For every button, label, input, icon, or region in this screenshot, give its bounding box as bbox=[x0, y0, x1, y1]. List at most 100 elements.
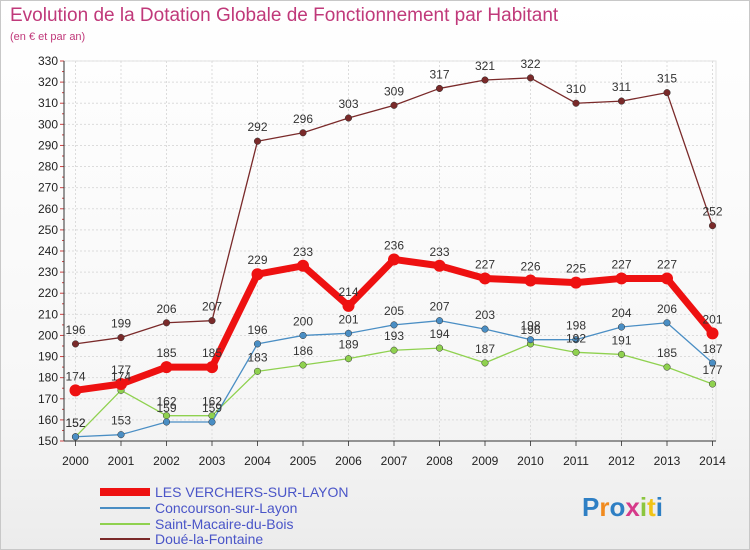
data-point-saint-macaire-du-bois bbox=[253, 367, 262, 375]
x-tick-label: 2004 bbox=[244, 454, 271, 468]
data-label-concourson-sur-layon: 198 bbox=[566, 319, 586, 333]
data-point-dou-la-fontaine bbox=[663, 89, 671, 97]
data-label-dou-la-fontaine: 322 bbox=[520, 57, 540, 71]
data-point-concourson-sur-layon bbox=[572, 336, 580, 344]
gridlines bbox=[63, 60, 717, 442]
data-point-saint-macaire-du-bois bbox=[435, 344, 444, 352]
logo-letter: o bbox=[609, 492, 625, 522]
data-point-concourson-sur-layon bbox=[71, 433, 80, 441]
data-label-concourson-sur-layon: 153 bbox=[111, 414, 131, 428]
data-label-concourson-sur-layon: 205 bbox=[384, 304, 404, 318]
x-tick-label: 2006 bbox=[335, 454, 362, 468]
data-label-dou-la-fontaine: 310 bbox=[566, 82, 586, 96]
data-point-les-verchers-sur-layon bbox=[251, 268, 264, 281]
data-point-saint-macaire-du-bois bbox=[663, 363, 671, 371]
legend-label: Doué-la-Fontaine bbox=[155, 531, 263, 547]
y-tick-label: 190 bbox=[38, 350, 58, 364]
data-label-concourson-sur-layon: 204 bbox=[611, 306, 631, 320]
data-point-concourson-sur-layon bbox=[162, 418, 171, 426]
data-label-les-verchers-sur-layon: 233 bbox=[429, 245, 449, 259]
y-tick-label: 220 bbox=[38, 286, 58, 300]
y-tick-label: 300 bbox=[38, 117, 58, 131]
data-label-concourson-sur-layon: 159 bbox=[202, 401, 222, 415]
data-label-saint-macaire-du-bois: 162 bbox=[156, 395, 176, 409]
data-label-les-verchers-sur-layon: 177 bbox=[111, 363, 131, 377]
data-point-les-verchers-sur-layon bbox=[433, 259, 446, 272]
data-label-dou-la-fontaine: 309 bbox=[384, 84, 404, 98]
data-point-les-verchers-sur-layon bbox=[570, 276, 582, 289]
data-label-saint-macaire-du-bois: 193 bbox=[384, 329, 404, 343]
data-label-concourson-sur-layon: 201 bbox=[338, 312, 358, 326]
data-label-les-verchers-sur-layon: 185 bbox=[202, 346, 222, 360]
data-point-concourson-sur-layon bbox=[390, 321, 398, 329]
data-point-concourson-sur-layon bbox=[253, 340, 262, 348]
data-point-dou-la-fontaine bbox=[572, 99, 580, 107]
data-point-les-verchers-sur-layon bbox=[479, 272, 491, 285]
data-point-saint-macaire-du-bois bbox=[344, 355, 353, 363]
data-point-dou-la-fontaine bbox=[71, 340, 80, 348]
data-label-dou-la-fontaine: 315 bbox=[657, 72, 677, 86]
data-label-saint-macaire-du-bois: 191 bbox=[611, 333, 631, 347]
chart-subtitle: (en € et par an) bbox=[10, 31, 85, 43]
data-label-saint-macaire-du-bois: 187 bbox=[475, 342, 495, 356]
data-label-dou-la-fontaine: 311 bbox=[612, 80, 631, 94]
x-tick-label: 2010 bbox=[517, 454, 544, 468]
data-label-dou-la-fontaine: 206 bbox=[156, 302, 176, 316]
data-label-saint-macaire-du-bois: 174 bbox=[111, 369, 131, 383]
data-label-concourson-sur-layon: 187 bbox=[702, 342, 722, 356]
data-point-dou-la-fontaine bbox=[344, 114, 353, 122]
data-label-concourson-sur-layon: 159 bbox=[156, 401, 176, 415]
data-point-les-verchers-sur-layon bbox=[388, 253, 400, 266]
data-point-les-verchers-sur-layon bbox=[69, 384, 82, 397]
data-point-concourson-sur-layon bbox=[117, 431, 125, 439]
x-tick-label: 2007 bbox=[381, 454, 408, 468]
data-label-concourson-sur-layon: 152 bbox=[65, 416, 85, 430]
data-point-saint-macaire-du-bois bbox=[390, 346, 398, 354]
data-point-dou-la-fontaine bbox=[390, 101, 398, 109]
axes: 150 160 170 180 190 200 210 220 230 240 250 260 270 2… bbox=[38, 54, 726, 468]
data-point-dou-la-fontaine bbox=[299, 129, 307, 137]
legend-label: Saint-Macaire-du-Bois bbox=[155, 516, 294, 532]
data-label-les-verchers-sur-layon: 227 bbox=[611, 257, 631, 271]
y-tick-label: 310 bbox=[38, 96, 58, 110]
data-label-concourson-sur-layon: 198 bbox=[520, 319, 540, 333]
data-point-saint-macaire-du-bois bbox=[708, 380, 717, 388]
data-point-concourson-sur-layon bbox=[299, 331, 307, 339]
x-tick-label: 2008 bbox=[426, 454, 453, 468]
data-label-les-verchers-sur-layon: 226 bbox=[520, 260, 540, 274]
y-tick-label: 160 bbox=[38, 413, 58, 427]
data-label-dou-la-fontaine: 207 bbox=[202, 300, 222, 314]
data-label-les-verchers-sur-layon: 201 bbox=[702, 312, 722, 326]
x-tick-label: 2009 bbox=[472, 454, 499, 468]
series-lines bbox=[69, 74, 719, 441]
logo-letter: P bbox=[582, 492, 599, 522]
x-tick-label: 2011 bbox=[563, 454, 589, 468]
legend-label: Concourson-sur-Layon bbox=[155, 500, 297, 516]
data-point-concourson-sur-layon bbox=[344, 329, 353, 337]
data-point-dou-la-fontaine bbox=[708, 222, 717, 230]
logo-letter: i bbox=[656, 492, 663, 522]
y-tick-label: 150 bbox=[38, 434, 58, 448]
data-label-concourson-sur-layon: 206 bbox=[657, 302, 677, 316]
data-point-dou-la-fontaine bbox=[208, 317, 216, 325]
x-tick-label: 2012 bbox=[608, 454, 635, 468]
data-label-saint-macaire-du-bois: 194 bbox=[429, 327, 449, 341]
data-label-saint-macaire-du-bois: 186 bbox=[293, 344, 313, 358]
x-tick-label: 2002 bbox=[153, 454, 180, 468]
y-tick-label: 320 bbox=[38, 75, 58, 89]
data-label-les-verchers-sur-layon: 229 bbox=[247, 253, 267, 267]
data-label-dou-la-fontaine: 196 bbox=[65, 323, 85, 337]
data-point-concourson-sur-layon bbox=[708, 359, 717, 367]
data-label-dou-la-fontaine: 321 bbox=[475, 59, 495, 73]
data-label-les-verchers-sur-layon: 227 bbox=[657, 257, 677, 271]
x-tick-label: 2003 bbox=[199, 454, 226, 468]
data-point-dou-la-fontaine bbox=[253, 137, 262, 145]
data-label-concourson-sur-layon: 203 bbox=[475, 308, 495, 322]
logo-letter: r bbox=[599, 492, 609, 522]
legend-label: LES VERCHERS-SUR-LAYON bbox=[155, 484, 348, 500]
y-tick-label: 270 bbox=[38, 181, 58, 195]
data-label-concourson-sur-layon: 200 bbox=[293, 314, 313, 328]
data-point-concourson-sur-layon bbox=[481, 325, 489, 333]
data-point-les-verchers-sur-layon bbox=[706, 327, 719, 340]
y-tick-label: 260 bbox=[38, 202, 58, 216]
